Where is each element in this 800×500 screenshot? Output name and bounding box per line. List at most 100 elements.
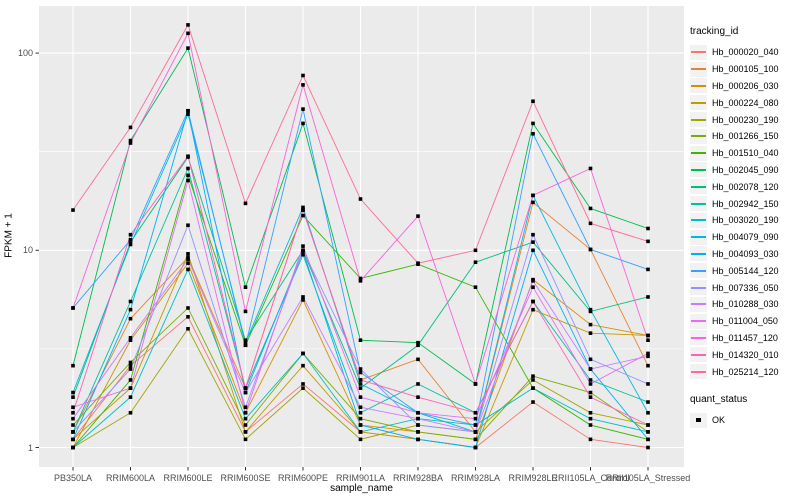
data-point-marker [301,213,305,218]
data-point-marker [646,295,650,299]
legend: tracking_id Hb_000020_040 Hb_000105_100 Hb… [690,26,800,429]
legend-line-swatch-icon [690,196,707,212]
data-point-marker [588,247,593,252]
legend-item-label: Hb_004079_090 [712,232,779,243]
legend-item-label: Hb_011004_050 [712,316,778,327]
data-point-marker [358,423,363,427]
data-point-marker [531,131,535,136]
data-point-marker [473,416,478,421]
x-tick-label-RRII105LA_Control: RRII105LA_Control [551,473,630,483]
legend-item-label: Hb_000224_080 [712,97,779,108]
data-point-marker [243,390,248,395]
data-point-marker [358,279,363,283]
legend-item-Hb_003020_190: Hb_003020_190 [690,212,800,229]
data-point-marker [301,363,305,368]
data-point-marker [128,410,133,415]
data-point-marker [588,395,593,399]
data-point-marker [646,400,650,404]
legend-line-swatch-icon [690,112,707,128]
data-point-marker [416,382,420,386]
legend-item-label: Hb_004093_030 [712,248,779,259]
data-point-marker [358,378,363,382]
data-point-marker [473,248,478,253]
legend-item-label: Hb_014320_010 [712,349,779,360]
legend-item-Hb_001266_150: Hb_001266_150 [690,128,800,145]
data-point-marker [358,410,363,415]
data-point-marker [128,363,133,368]
data-point-marker [301,295,305,299]
legend-item-Hb_010288_030: Hb_010288_030 [690,296,800,313]
data-point-marker [128,138,133,143]
legend-item-label: Hb_002078_120 [712,181,779,192]
data-point-marker [128,378,133,382]
data-point-marker [473,382,478,386]
data-point-marker [588,307,593,312]
data-point-marker [531,121,535,126]
data-point-marker [71,416,75,421]
data-point-marker [358,197,363,201]
data-point-marker [128,386,133,390]
data-point-marker [473,260,478,265]
series-color-line [691,219,706,222]
data-point-marker [71,395,75,399]
x-axis-title: sample_name [330,483,393,494]
series-color-line [691,336,706,339]
legend-item-Hb_002045_090: Hb_002045_090 [690,162,800,179]
series-color-line [691,101,706,104]
data-point-marker [358,276,363,281]
data-point-marker [358,382,363,386]
data-point-marker [646,354,650,359]
legend-line-swatch-icon [690,212,707,228]
data-point-marker [128,307,133,312]
data-point-marker [186,46,190,50]
series-color-line [691,303,706,306]
data-point-marker [301,386,305,390]
data-point-marker [301,83,305,87]
data-point-marker [358,405,363,410]
data-point-marker [186,23,190,27]
legend-title-tracking-id: tracking_id [690,26,739,37]
data-point-marker [588,206,593,211]
data-point-marker [243,410,248,415]
legend-line-swatch-icon [690,229,707,245]
legend-line-swatch-icon [690,263,707,279]
legend-item-Hb_005144_120: Hb_005144_120 [690,262,800,279]
legend-item-label: Hb_000020_040 [712,47,779,58]
legend-line-swatch-icon [690,44,707,60]
y-tick-label: 1 [27,442,33,453]
series-color-line [691,286,706,289]
legend-item-Hb_000224_080: Hb_000224_080 [690,94,800,111]
x-tick-label-RRIM928BA: RRIM928BA [392,473,444,483]
series-color-line [691,118,706,121]
data-point-marker [71,437,75,442]
data-point-marker [243,309,248,314]
data-point-marker [243,423,248,427]
data-point-marker [128,395,133,399]
data-point-marker [358,395,363,399]
data-point-marker [473,445,478,450]
legend-item-Hb_014320_010: Hb_014320_010 [690,346,800,363]
data-point-marker [531,386,535,390]
legend-item-label: Hb_007336_050 [712,282,779,293]
legend-item-label: Hb_001510_040 [712,148,779,159]
data-point-marker [531,400,535,404]
legend-item-label: Hb_005144_120 [712,265,779,276]
data-point-marker [243,405,248,410]
ok-square-icon [690,412,707,428]
legend-line-swatch-icon [690,313,707,329]
y-axis-title: FPKM + 1 [3,213,15,258]
data-point-marker [186,178,190,183]
data-point-marker [646,382,650,386]
legend-item-label: Hb_000105_100 [712,64,779,75]
x-tick-label-RRIM600LA: RRIM600LA [105,473,156,483]
legend-line-swatch-icon [690,296,707,312]
series-color-line [691,269,706,272]
data-point-marker [186,112,190,116]
data-point-marker [301,351,305,356]
data-point-marker [358,437,363,442]
series-color-line [691,353,706,356]
data-point-marker [473,285,478,289]
data-point-marker [531,374,535,378]
